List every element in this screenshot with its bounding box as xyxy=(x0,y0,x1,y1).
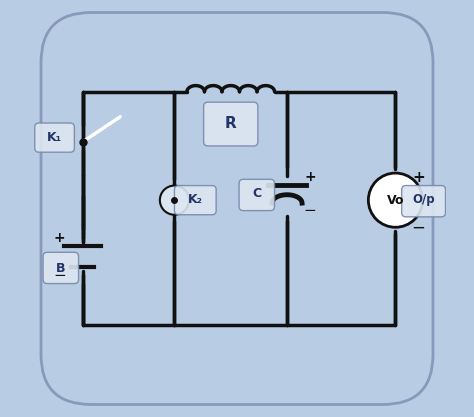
FancyBboxPatch shape xyxy=(402,186,446,217)
Text: +: + xyxy=(304,170,316,184)
FancyBboxPatch shape xyxy=(41,13,433,404)
Circle shape xyxy=(160,186,189,215)
Text: K₁: K₁ xyxy=(47,131,62,144)
Text: O/p: O/p xyxy=(412,193,435,206)
Text: +: + xyxy=(412,170,425,185)
Text: R: R xyxy=(225,116,237,131)
FancyBboxPatch shape xyxy=(204,102,258,146)
Text: −: − xyxy=(54,268,66,283)
Circle shape xyxy=(368,173,422,227)
Text: +: + xyxy=(54,231,65,245)
FancyBboxPatch shape xyxy=(35,123,74,152)
Text: Vo: Vo xyxy=(387,193,404,207)
FancyBboxPatch shape xyxy=(174,186,216,215)
Text: C: C xyxy=(252,187,261,201)
Text: −: − xyxy=(304,203,316,218)
Text: B: B xyxy=(56,261,65,275)
FancyBboxPatch shape xyxy=(239,179,274,211)
Text: K₂: K₂ xyxy=(188,193,203,206)
FancyBboxPatch shape xyxy=(43,252,79,284)
Text: −: − xyxy=(411,218,425,236)
